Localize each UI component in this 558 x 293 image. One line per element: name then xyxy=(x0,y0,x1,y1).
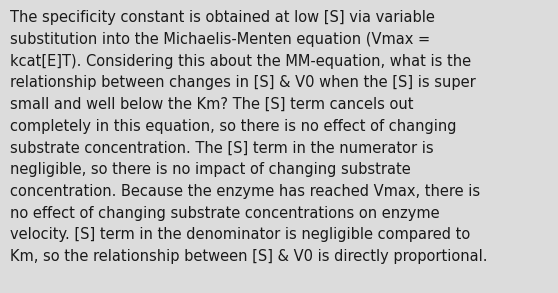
Text: concentration. Because the enzyme has reached Vmax, there is: concentration. Because the enzyme has re… xyxy=(10,184,480,199)
Text: completely in this equation, so there is no effect of changing: completely in this equation, so there is… xyxy=(10,119,456,134)
Text: The specificity constant is obtained at low [S] via variable: The specificity constant is obtained at … xyxy=(10,10,435,25)
Text: negligible, so there is no impact of changing substrate: negligible, so there is no impact of cha… xyxy=(10,162,411,177)
Text: small and well below the Km? The [S] term cancels out: small and well below the Km? The [S] ter… xyxy=(10,97,413,112)
Text: velocity. [S] term in the denominator is negligible compared to: velocity. [S] term in the denominator is… xyxy=(10,227,470,242)
Text: substrate concentration. The [S] term in the numerator is: substrate concentration. The [S] term in… xyxy=(10,140,434,156)
Text: kcat[E]T). Considering this about the MM-equation, what is the: kcat[E]T). Considering this about the MM… xyxy=(10,54,471,69)
Text: no effect of changing substrate concentrations on enzyme: no effect of changing substrate concentr… xyxy=(10,206,440,221)
Text: Km, so the relationship between [S] & V0 is directly proportional.: Km, so the relationship between [S] & V0… xyxy=(10,249,488,264)
Text: substitution into the Michaelis-Menten equation (Vmax =: substitution into the Michaelis-Menten e… xyxy=(10,32,430,47)
Text: relationship between changes in [S] & V0 when the [S] is super: relationship between changes in [S] & V0… xyxy=(10,75,476,90)
